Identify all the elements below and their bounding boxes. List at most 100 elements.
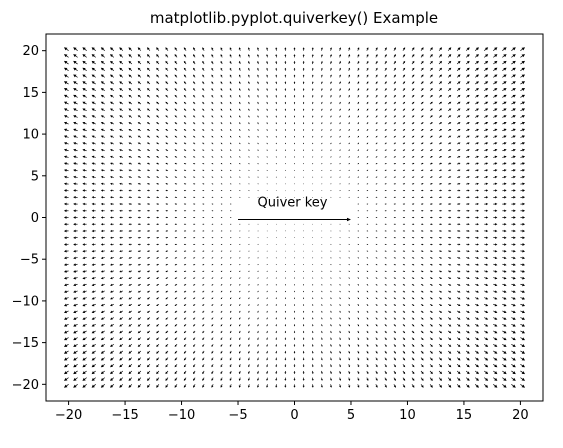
quiver-arrow [146, 196, 150, 199]
quiver-arrow [366, 210, 369, 212]
quiver-arrow [119, 377, 124, 381]
quiver-arrow [302, 74, 305, 78]
quiver-arrow [174, 67, 178, 71]
quiver-arrow [156, 290, 160, 293]
quiver-arrow [229, 250, 232, 252]
quiver-arrow [193, 196, 196, 198]
quiver-arrow [257, 350, 259, 354]
quiver-arrow [82, 350, 87, 354]
quiver-arrow [248, 330, 250, 334]
quiver-arrow [275, 330, 277, 334]
quiver-arrow [248, 223, 250, 225]
quiver-arrow [73, 128, 78, 132]
quiver-arrow [284, 337, 287, 341]
quiver-arrow [82, 47, 87, 51]
quiver-arrow [128, 209, 132, 212]
quiver-arrow [366, 163, 369, 165]
quiver-arrow [156, 94, 160, 98]
quiver-arrow [294, 277, 295, 279]
quiver-arrow [137, 60, 142, 65]
quiver-arrow [110, 323, 114, 327]
quiver-arrow [366, 364, 369, 368]
quiver-arrow [303, 163, 305, 165]
quiver-arrow [146, 162, 151, 165]
quiver-arrow [275, 370, 278, 375]
quiver-arrow [257, 81, 259, 85]
quiver-arrow [348, 290, 350, 293]
quiver-arrow [303, 135, 305, 138]
quiver-arrow [183, 243, 187, 246]
quiver-arrow [91, 94, 96, 98]
quiver-arrow [248, 128, 250, 131]
quiver-arrow [239, 330, 241, 334]
quiver-arrow [146, 47, 151, 51]
quiver-arrow [100, 128, 105, 132]
quiver-arrow [63, 276, 69, 280]
quiver-arrow [248, 81, 250, 85]
quiver-arrow [239, 122, 241, 125]
quiver-arrow [257, 257, 259, 259]
quiver-arrow [202, 149, 205, 152]
quiver-arrow [339, 223, 341, 225]
quiver-arrow [128, 236, 132, 239]
quiver-arrow [357, 330, 360, 334]
quiver-arrow [193, 47, 196, 51]
quiver-arrow [321, 101, 323, 105]
quiver-arrow [165, 216, 168, 219]
quiver-arrow [183, 344, 187, 347]
quiver-arrow [293, 94, 296, 98]
quiver-arrow [100, 162, 105, 165]
quiver-arrow [174, 324, 178, 327]
quiver-arrow [193, 370, 196, 375]
quiver-arrow [63, 364, 69, 368]
quiver-arrow [266, 149, 268, 151]
quiver-arrow [220, 250, 223, 252]
quiver-arrow [156, 149, 160, 152]
quiver-arrow [202, 101, 205, 105]
quiver-arrow [146, 330, 151, 334]
quiver-arrow [330, 243, 332, 245]
quiver-arrow [73, 350, 78, 354]
quiver-arrow [330, 163, 332, 165]
quiver-arrow [293, 330, 296, 334]
quiver-arrow [321, 350, 323, 354]
quiver-arrow [73, 209, 78, 213]
quiver-arrow [128, 54, 133, 58]
quiver-arrow [202, 115, 205, 118]
quiver-arrow [100, 101, 105, 105]
quiver-arrow [266, 264, 268, 266]
quiver-arrow [248, 230, 250, 232]
quiver-arrow [202, 54, 205, 58]
quiver-arrow [174, 344, 178, 347]
quiver-arrow [220, 176, 223, 178]
quiver-arrow [330, 304, 332, 307]
quiver-arrow [146, 223, 150, 226]
quiver-arrow [174, 377, 178, 381]
quiver-arrow [63, 108, 69, 112]
quiver-arrow [211, 270, 214, 272]
quiver-arrow [238, 67, 241, 71]
quiver-arrow [183, 196, 187, 198]
quiver-arrow [110, 303, 114, 307]
quiver-arrow [137, 337, 142, 341]
quiver-arrow [311, 384, 314, 388]
quiver-arrow [357, 317, 360, 320]
quiver-arrow [293, 122, 296, 125]
quiver-arrow [248, 156, 250, 158]
quiver-arrow [100, 74, 105, 78]
quiver-arrow [266, 47, 269, 51]
quiver-arrow [82, 263, 87, 266]
quiver-arrow [146, 243, 150, 246]
quiver-arrow [284, 156, 286, 158]
quiver-arrow [73, 249, 78, 253]
quiver-arrow [100, 310, 105, 313]
quiver-arrow [128, 290, 132, 293]
quiver-arrow [193, 330, 196, 334]
quiver-arrow [146, 142, 151, 145]
quiver-arrow [183, 230, 187, 232]
quiver-arrow [303, 115, 305, 118]
quiver-field [63, 47, 526, 388]
quiver-arrow [366, 217, 369, 218]
quiver-arrow [63, 370, 69, 375]
quiver-arrow [63, 283, 69, 287]
